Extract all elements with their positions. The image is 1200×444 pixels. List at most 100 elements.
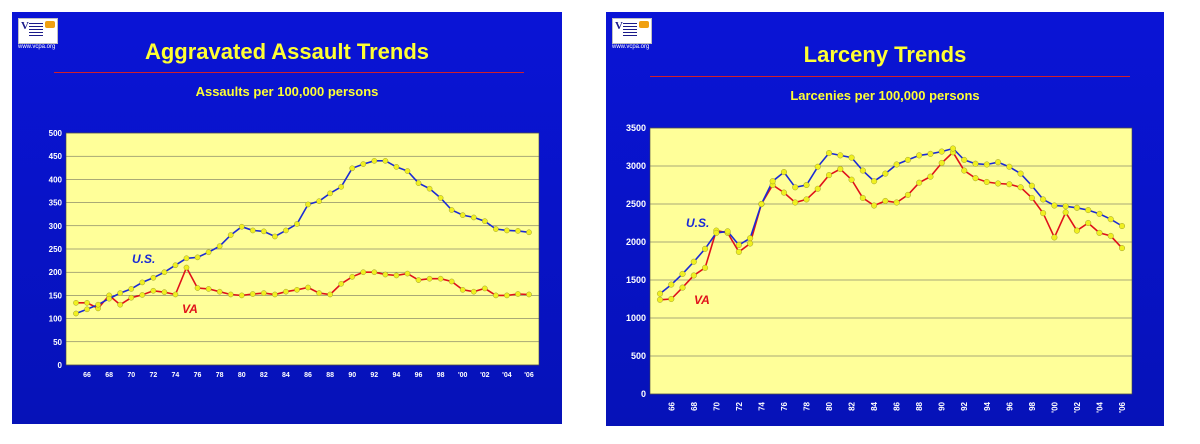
y-tick-label: 400 xyxy=(49,175,63,184)
chart-subtitle: Larcenies per 100,000 persons xyxy=(790,88,980,103)
data-point-va xyxy=(437,275,444,282)
x-tick-label: 92 xyxy=(960,401,969,410)
y-tick-label: 500 xyxy=(631,351,646,361)
data-point-va xyxy=(927,173,934,180)
data-point-us xyxy=(316,198,322,205)
data-point-va xyxy=(893,199,900,206)
data-point-va xyxy=(482,285,488,292)
data-point-va xyxy=(1006,181,1013,188)
data-point-us xyxy=(404,168,411,174)
data-point-us xyxy=(1062,203,1069,210)
x-tick-label: 76 xyxy=(194,372,202,379)
data-point-va xyxy=(1051,234,1058,241)
x-tick-label: 82 xyxy=(260,372,268,379)
data-point-va xyxy=(194,285,201,291)
x-tick-label: 96 xyxy=(1005,401,1014,410)
x-tick-label: 86 xyxy=(893,401,902,410)
assault-slide: V www.vcpa.org Aggravated Assault Trends… xyxy=(12,12,562,424)
data-point-va xyxy=(904,191,911,198)
data-point-va xyxy=(238,292,245,299)
site-url: www.vcpa.org xyxy=(18,44,56,50)
x-tick-label: 82 xyxy=(848,401,857,410)
series-label-va: VA xyxy=(182,302,198,316)
x-tick-label: 74 xyxy=(172,372,180,379)
data-point-va xyxy=(792,199,799,206)
x-tick-label: 86 xyxy=(304,372,312,379)
x-tick-label: '02 xyxy=(1073,401,1082,412)
data-point-us xyxy=(426,185,433,192)
data-point-va xyxy=(249,291,256,297)
y-tick-label: 2500 xyxy=(626,199,646,209)
data-point-va xyxy=(382,271,389,278)
x-tick-label: '04 xyxy=(502,372,512,379)
data-point-va xyxy=(814,185,821,192)
data-point-va xyxy=(837,166,844,173)
data-point-va xyxy=(448,278,455,285)
chart-subtitle: Assaults per 100,000 persons xyxy=(195,84,379,99)
data-point-va xyxy=(702,264,709,271)
x-tick-label: 88 xyxy=(915,401,924,410)
data-point-va xyxy=(338,280,344,287)
y-tick-label: 1500 xyxy=(626,275,646,285)
data-point-va xyxy=(1073,227,1080,234)
data-point-va xyxy=(916,179,923,186)
data-point-us xyxy=(183,255,190,262)
data-point-va xyxy=(84,300,90,306)
data-point-us xyxy=(1107,216,1114,223)
data-point-us xyxy=(283,227,289,234)
data-point-va xyxy=(404,270,411,277)
data-point-va xyxy=(859,194,866,201)
data-point-us xyxy=(893,161,900,168)
data-point-us xyxy=(294,221,300,227)
site-url: www.vcpa.org xyxy=(612,44,650,50)
data-point-us xyxy=(172,262,179,269)
data-point-us xyxy=(961,156,968,163)
x-tick-label: 80 xyxy=(825,401,834,410)
data-point-us xyxy=(859,167,866,174)
data-point-us xyxy=(327,190,333,197)
x-tick-label: 84 xyxy=(870,401,879,410)
data-point-va xyxy=(349,274,356,280)
x-tick-label: 80 xyxy=(238,372,246,379)
data-point-us xyxy=(216,243,223,250)
data-point-us xyxy=(690,258,697,265)
data-point-us xyxy=(470,214,477,221)
data-point-va xyxy=(1119,245,1126,252)
data-point-us xyxy=(73,310,79,317)
data-point-us xyxy=(272,233,278,240)
data-point-va xyxy=(938,159,945,166)
data-point-us xyxy=(249,227,256,234)
data-point-us xyxy=(437,195,444,201)
data-point-us xyxy=(95,301,101,308)
x-tick-label: 94 xyxy=(983,401,992,410)
y-tick-label: 200 xyxy=(49,268,63,277)
x-tick-label: 74 xyxy=(757,401,766,410)
chart-title: Larceny Trends xyxy=(803,42,967,67)
data-point-va xyxy=(73,300,79,306)
series-label-va: VA xyxy=(694,293,710,307)
data-point-us xyxy=(916,152,923,159)
data-point-us xyxy=(826,150,833,157)
title-divider xyxy=(650,76,1130,77)
data-point-va xyxy=(882,197,889,204)
data-point-us xyxy=(735,242,742,249)
data-point-va xyxy=(515,291,521,297)
data-point-us xyxy=(150,274,157,281)
data-point-va xyxy=(826,172,833,179)
data-point-va xyxy=(668,296,675,303)
data-point-va xyxy=(161,289,168,295)
data-point-us xyxy=(504,227,510,234)
plot-area xyxy=(649,127,1133,395)
data-point-us xyxy=(448,207,455,213)
y-tick-label: 150 xyxy=(49,291,63,300)
data-point-us xyxy=(305,201,311,208)
x-tick-label: '04 xyxy=(1095,401,1104,412)
data-point-va xyxy=(205,286,212,292)
x-tick-label: 70 xyxy=(712,401,721,410)
x-tick-label: 68 xyxy=(105,372,113,379)
data-point-us xyxy=(415,180,422,186)
data-point-va xyxy=(283,288,289,295)
x-tick-label: '06 xyxy=(524,372,534,379)
data-point-us xyxy=(1119,223,1126,230)
x-tick-label: '06 xyxy=(1118,401,1127,412)
